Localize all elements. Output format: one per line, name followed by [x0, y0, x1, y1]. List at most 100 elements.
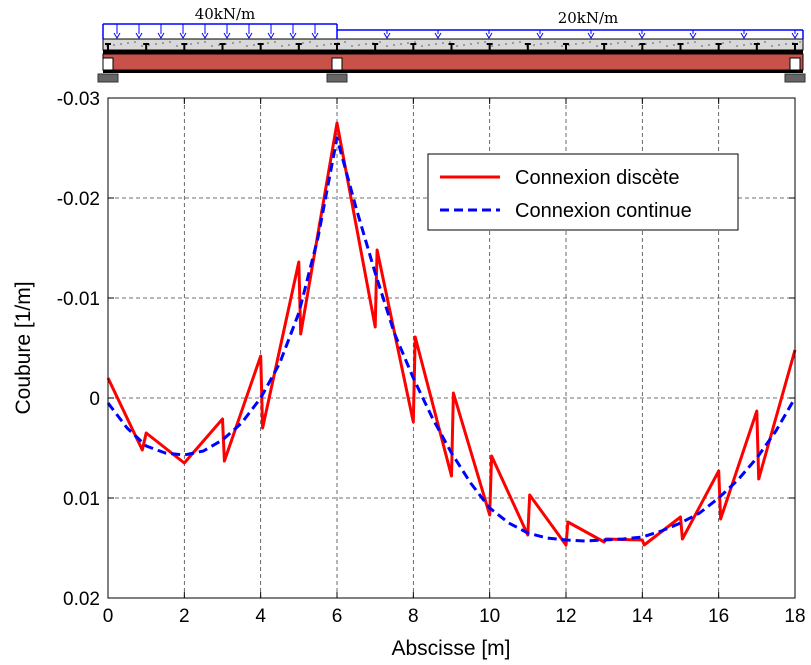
slab-texture-dot	[302, 42, 304, 44]
slab-texture-dot	[407, 42, 409, 44]
slab-texture-dot	[435, 43, 437, 45]
slab-texture-dot	[176, 45, 178, 47]
legend-label-continuous: Connexion continue	[515, 200, 692, 222]
load-arrow-head	[689, 32, 697, 39]
slab-texture-dot	[484, 41, 486, 43]
slab-texture-dot	[232, 42, 234, 44]
slab-texture-dot	[442, 42, 444, 44]
slab-texture-dot	[141, 45, 143, 47]
slab-texture-dot	[120, 43, 122, 45]
slab-texture-dot	[617, 42, 619, 44]
slab-texture-dot	[197, 42, 199, 44]
support-base	[326, 73, 348, 83]
x-tick-label: 14	[632, 606, 654, 627]
slab-texture-dot	[449, 41, 451, 43]
support-bearing	[102, 57, 114, 71]
slab-texture-dot	[631, 45, 633, 47]
slab-texture-dot	[274, 41, 276, 43]
slab-texture-dot	[701, 45, 703, 47]
slab-texture-dot	[421, 45, 423, 47]
x-tick-label: 12	[555, 606, 576, 627]
slab-texture-dot	[736, 45, 738, 47]
load-arrow-head	[536, 32, 544, 39]
slab-texture-dot	[498, 44, 500, 46]
slab-texture-dot	[127, 42, 129, 44]
load-arrow-head	[740, 32, 748, 39]
beam-top-flange	[103, 50, 803, 54]
legend-box	[427, 153, 739, 231]
load-arrow-head	[485, 32, 493, 39]
series-layer	[106, 121, 797, 547]
slab-texture-dot	[428, 44, 430, 46]
x-tick-label: 18	[784, 606, 805, 627]
slab-texture-dot	[169, 41, 171, 43]
slab-texture-dot	[400, 43, 402, 45]
slab-texture-dot	[547, 42, 549, 44]
x-tick-label: 16	[708, 606, 729, 627]
slab-texture-dot	[743, 44, 745, 46]
load-label-left: 40kN/m	[195, 5, 256, 23]
slab-texture-dot	[687, 42, 689, 44]
slab-texture-dot	[386, 45, 388, 47]
slab-texture-dot	[729, 41, 731, 43]
load-arrow-head	[267, 32, 275, 39]
slab-texture-dot	[589, 41, 591, 43]
x-axis-label: Abscisse [m]	[391, 637, 510, 660]
load-arrow-head	[434, 32, 442, 39]
legend: Connexion discète Connexion continue	[427, 153, 739, 231]
slab-texture-dot	[463, 44, 465, 46]
slab-texture-dot	[533, 44, 535, 46]
x-tick-label: 10	[479, 606, 500, 627]
slab-texture-dot	[456, 45, 458, 47]
slab-texture-dot	[323, 44, 325, 46]
slab-texture-dot	[659, 41, 661, 43]
slab-texture-dot	[519, 41, 521, 43]
slab-texture-dot	[316, 45, 318, 47]
slab-texture-dot	[554, 41, 556, 43]
y-tick-label: 0.02	[63, 589, 100, 610]
load-arrow-head	[179, 32, 187, 39]
legend-label-discrete: Connexion discète	[515, 167, 680, 189]
x-tick-label: 6	[332, 606, 343, 627]
slab-texture-dot	[666, 45, 668, 47]
x-tick-label: 4	[255, 606, 266, 627]
beam-bottom-flange	[103, 70, 803, 73]
slab-texture-dot	[764, 41, 766, 43]
slab-texture-dot	[134, 41, 136, 43]
slab-texture-dot	[358, 44, 360, 46]
slab-texture-dot	[218, 44, 220, 46]
series-line-discrete	[106, 121, 797, 547]
slab-texture-dot	[393, 44, 395, 46]
slab-texture-dot	[505, 43, 507, 45]
plot-frame	[107, 97, 796, 599]
slab-texture-dot	[379, 41, 381, 43]
slab-texture-dot	[155, 43, 157, 45]
slab-texture-dot	[512, 42, 514, 44]
load-arrow-head	[289, 32, 297, 39]
slab-texture-dot	[246, 45, 248, 47]
y-axis-label: Coubure [1/m]	[12, 281, 35, 414]
load-arrow-head	[201, 32, 209, 39]
slab-texture-dot	[582, 42, 584, 44]
load-arrow-head	[135, 32, 143, 39]
slab-texture-dot	[239, 41, 241, 43]
slab-texture-dot	[365, 43, 367, 45]
slab-texture-dot	[190, 43, 192, 45]
x-tick-label: 0	[103, 606, 114, 627]
slab-texture-dot	[204, 41, 206, 43]
y-tick-label: -0.01	[57, 289, 100, 310]
y-tick-label: 0.01	[63, 489, 100, 510]
slab-texture-dot	[722, 42, 724, 44]
load-arrow-head	[383, 32, 391, 39]
slab-texture-dot	[778, 44, 780, 46]
beam-diagram: 40kN/m 20kN/m	[97, 5, 806, 83]
load-label-right: 20kN/m	[558, 9, 619, 27]
slab-texture-dot	[267, 42, 269, 44]
slab-texture-dot	[288, 44, 290, 46]
slab-texture-dot	[540, 43, 542, 45]
y-tick-label: 0	[89, 389, 100, 410]
slab-texture-dot	[309, 41, 311, 43]
y-tick-label: -0.02	[57, 189, 100, 210]
slab-texture-dot	[477, 42, 479, 44]
